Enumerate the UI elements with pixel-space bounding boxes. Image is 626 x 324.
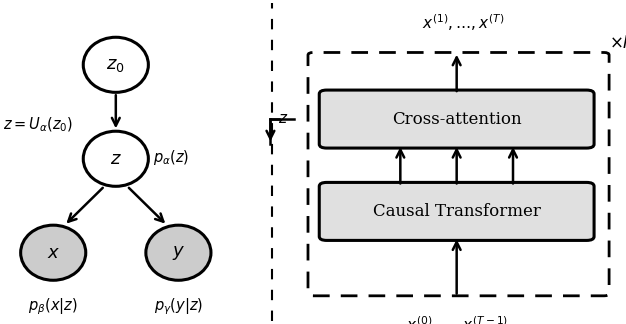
Ellipse shape xyxy=(21,225,86,280)
Text: $x^{(0)}, \ldots, x^{(T-1)}$: $x^{(0)}, \ldots, x^{(T-1)}$ xyxy=(406,314,508,324)
Text: $p_\gamma(y|z)$: $p_\gamma(y|z)$ xyxy=(154,296,203,317)
Text: $x^{(1)}, \ldots, x^{(T)}$: $x^{(1)}, \ldots, x^{(T)}$ xyxy=(422,12,504,33)
Ellipse shape xyxy=(146,225,211,280)
Text: $\times N$: $\times N$ xyxy=(609,35,626,52)
Text: $y$: $y$ xyxy=(172,244,185,262)
Ellipse shape xyxy=(83,131,148,186)
Text: $x$: $x$ xyxy=(46,244,60,262)
FancyBboxPatch shape xyxy=(319,182,594,240)
Text: $z$: $z$ xyxy=(110,150,121,168)
Text: Causal Transformer: Causal Transformer xyxy=(372,203,541,220)
Text: $p_\beta(x|z)$: $p_\beta(x|z)$ xyxy=(28,296,78,317)
Text: $z = U_\alpha(z_0)$: $z = U_\alpha(z_0)$ xyxy=(3,116,73,134)
Text: $z_0$: $z_0$ xyxy=(106,56,125,74)
FancyBboxPatch shape xyxy=(319,90,594,148)
Text: $z$: $z$ xyxy=(278,112,288,126)
Text: $p_\alpha(z)$: $p_\alpha(z)$ xyxy=(153,148,190,167)
Ellipse shape xyxy=(83,37,148,92)
Text: Cross-attention: Cross-attention xyxy=(392,110,521,128)
